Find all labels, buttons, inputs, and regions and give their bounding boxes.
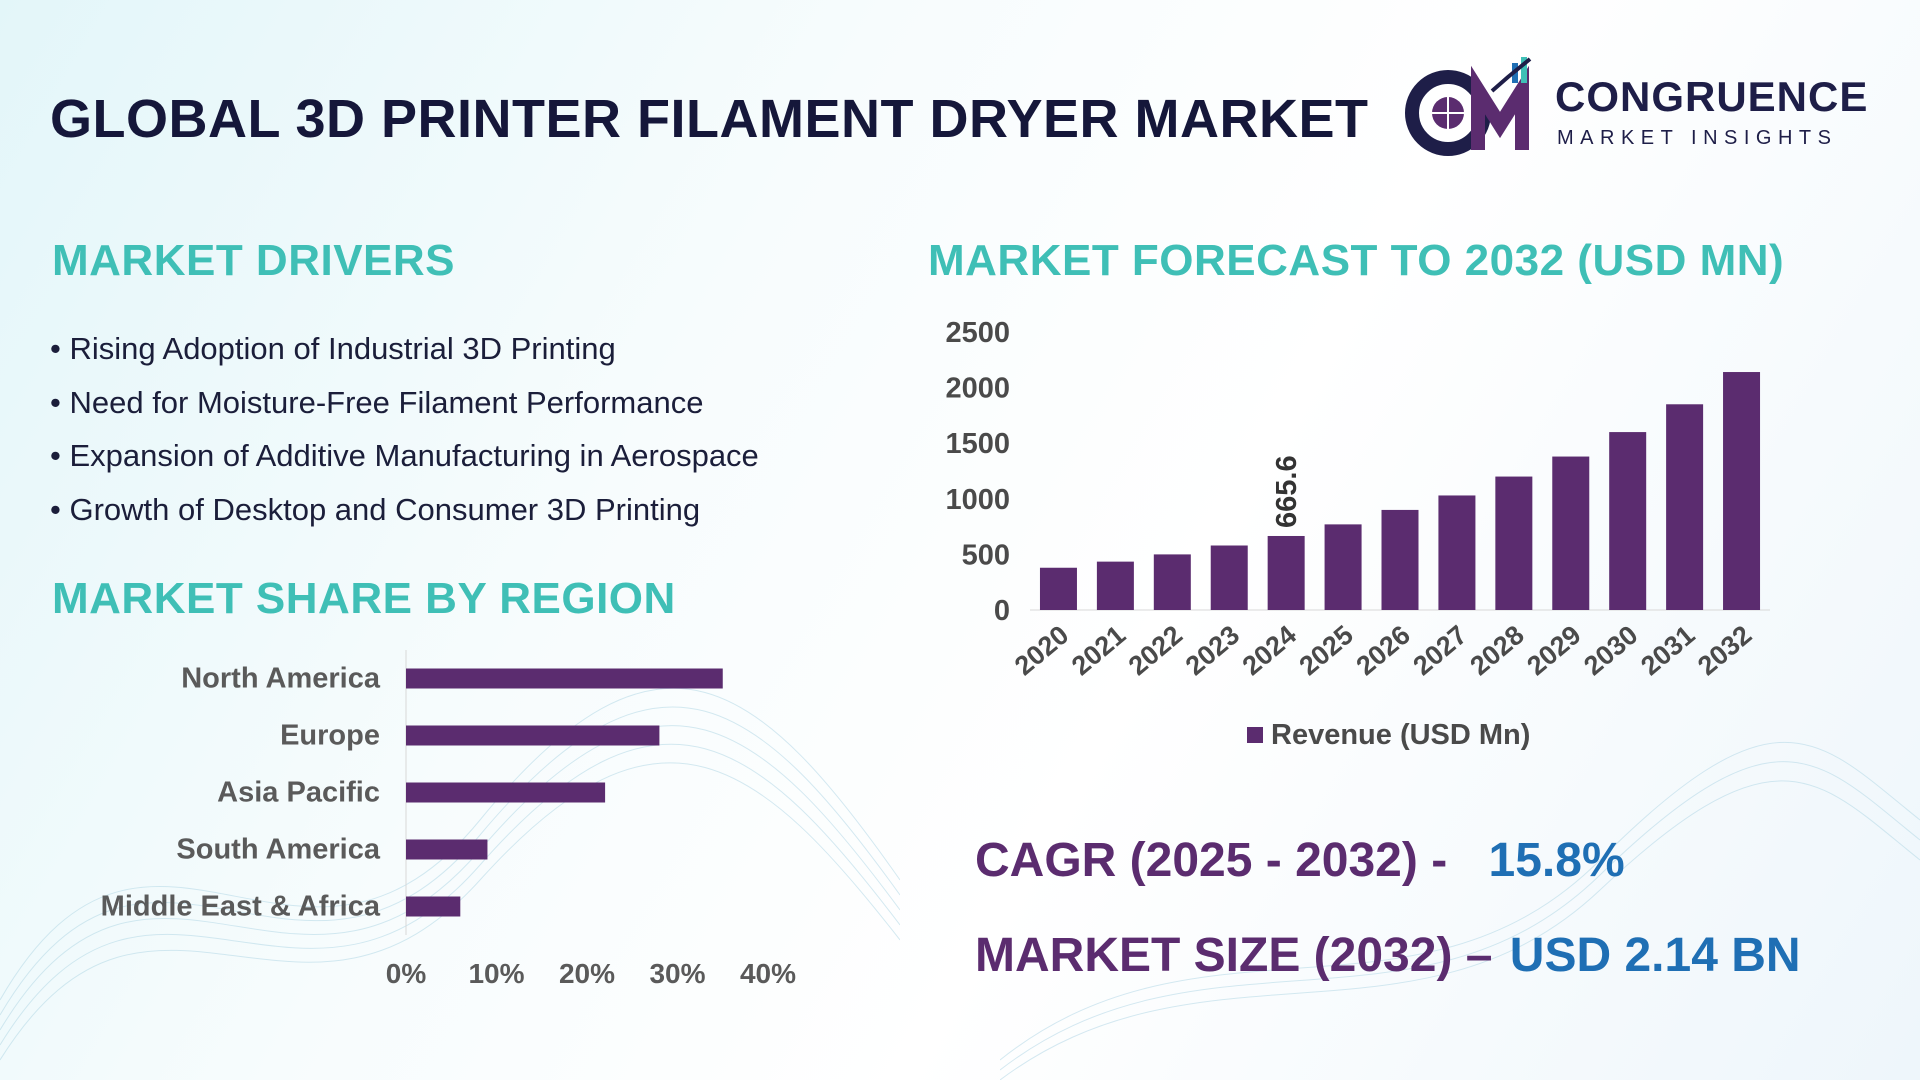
drivers-heading: MARKET DRIVERS (52, 236, 456, 285)
cagr-value: 15.8% (1488, 834, 1625, 887)
bar (1324, 524, 1362, 610)
region-heading: MARKET SHARE BY REGION (52, 574, 676, 623)
tick-label: 2021 (1066, 620, 1131, 682)
logo-name: CONGRUENCE (1555, 73, 1869, 120)
cagr-kpi: CAGR (2025 - 2032) - 15.8% (975, 833, 1625, 888)
list-item: Growth of Desktop and Consumer 3D Printi… (50, 483, 759, 537)
bar (406, 896, 461, 917)
tick-label: 10% (468, 958, 524, 989)
forecast-chart: 0 500 1000 1500 2000 2500 20202021202220232024… (945, 317, 1770, 751)
tick-label: 2023 (1180, 620, 1245, 682)
tick-label: 2029 (1521, 620, 1586, 682)
category-label: Middle East & Africa (101, 891, 381, 923)
drivers-list: Rising Adoption of Industrial 3D Printin… (50, 322, 759, 537)
tick-label: 20% (559, 958, 615, 989)
bar (1381, 509, 1419, 610)
region-share-chart: North America Europe Asia Pacific South Ame… (101, 650, 796, 989)
market-size-value: USD 2.14 BN (1509, 929, 1801, 982)
tick-label: 2024 (1237, 620, 1302, 682)
bar (1495, 476, 1533, 610)
bar (1096, 561, 1134, 610)
tick-label: 1000 (945, 484, 1010, 516)
tick-label: 2027 (1407, 620, 1472, 682)
list-item: Expansion of Additive Manufacturing in A… (50, 429, 758, 483)
tick-label: 40% (740, 958, 796, 989)
category-label: Europe (280, 720, 380, 752)
data-label: 665.6 (1271, 455, 1303, 528)
tick-label: 1500 (945, 428, 1010, 460)
bar (406, 725, 660, 746)
bar (406, 782, 606, 803)
bar (1609, 432, 1647, 610)
tick-label: 2026 (1351, 620, 1416, 682)
bar (406, 839, 488, 860)
category-label: Asia Pacific (217, 777, 380, 809)
tick-label: 2030 (1578, 620, 1643, 682)
bar (1552, 456, 1590, 610)
tick-label: 0 (994, 595, 1010, 627)
bar (1723, 372, 1761, 610)
bar (1153, 554, 1191, 610)
legend-label: Revenue (USD Mn) (1271, 719, 1530, 751)
bar (1267, 535, 1305, 610)
list-item: Need for Moisture-Free Filament Performa… (50, 376, 759, 430)
legend-swatch (1247, 727, 1263, 743)
page-title: GLOBAL 3D PRINTER FILAMENT DRYER MARKET (50, 89, 1369, 149)
tick-label: 30% (649, 958, 705, 989)
tick-label: 2025 (1294, 620, 1359, 682)
tick-label: 2028 (1464, 620, 1529, 682)
market-size-label: MARKET SIZE (2032) – (975, 929, 1493, 982)
tick-label: 2020 (1009, 620, 1074, 682)
bar (1438, 495, 1476, 610)
category-label: South America (176, 834, 380, 866)
tick-label: 2031 (1635, 620, 1700, 682)
market-size-kpi: MARKET SIZE (2032) – USD 2.14 BN (975, 928, 1801, 983)
tick-label: 2032 (1692, 620, 1757, 682)
cm-logo-icon (1405, 57, 1532, 156)
bar (406, 668, 723, 689)
tick-label: 2500 (945, 317, 1010, 349)
tick-label: 2000 (945, 373, 1010, 405)
bar (1210, 545, 1248, 610)
cagr-label: CAGR (2025 - 2032) - (975, 834, 1448, 887)
forecast-heading: MARKET FORECAST TO 2032 (USD MN) (928, 236, 1785, 285)
bar (1666, 404, 1704, 610)
list-item: Rising Adoption of Industrial 3D Printin… (50, 322, 759, 376)
logo-tagline: MARKET INSIGHTS (1557, 127, 1838, 149)
tick-label: 0% (386, 958, 427, 989)
company-logo: CONGRUENCE MARKET INSIGHTS (1400, 55, 1870, 160)
tick-label: 2022 (1123, 620, 1188, 682)
category-label: North America (181, 663, 381, 695)
tick-label: 500 (962, 539, 1010, 571)
bar (1039, 567, 1077, 610)
